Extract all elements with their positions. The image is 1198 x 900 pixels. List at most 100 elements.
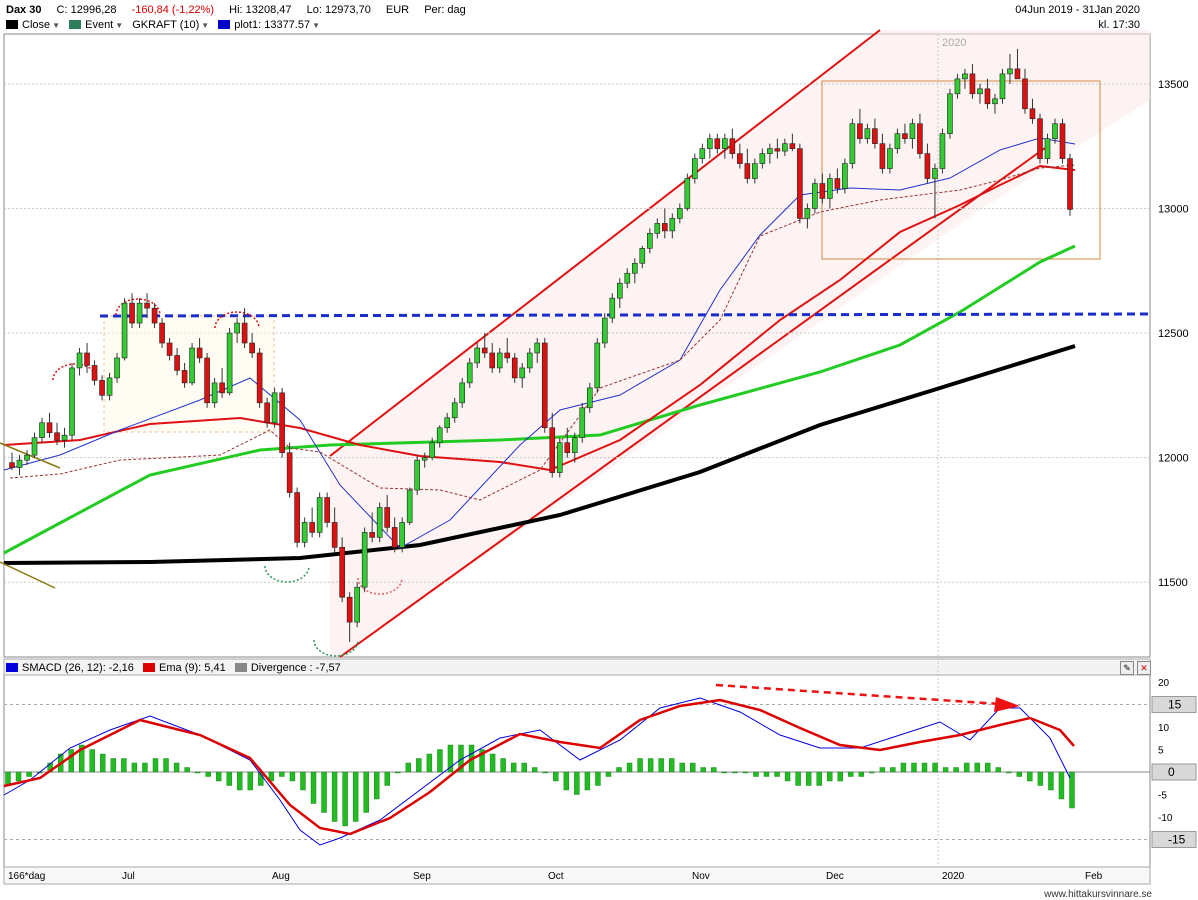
- divergence-bar: [974, 762, 980, 773]
- candle-body: [939, 133, 946, 169]
- candle-body: [684, 178, 691, 209]
- chevron-down-icon[interactable]: ▼: [52, 21, 61, 30]
- divergence-bar: [784, 771, 791, 782]
- year-label: 2020: [942, 37, 966, 49]
- candle-body: [459, 382, 466, 404]
- candle-body: [654, 223, 661, 234]
- divergence-bar: [563, 771, 570, 791]
- candle-body: [1067, 158, 1073, 210]
- macd-legend: SMACD (26, 12): -2,16 Ema (9): 5,41 Dive…: [6, 662, 341, 674]
- chevron-down-icon[interactable]: ▼: [312, 21, 321, 30]
- divergence-bar: [384, 771, 390, 786]
- divergence-bar: [553, 771, 559, 782]
- candle-body: [121, 302, 128, 359]
- divergence-bar: [489, 753, 496, 773]
- macd-level-badge: [1151, 763, 1197, 781]
- divergence-bar: [300, 771, 306, 791]
- macd-tick-label: -5: [1158, 791, 1167, 802]
- candle-body: [196, 347, 203, 359]
- candle-body: [391, 527, 398, 548]
- divergence-bar: [1016, 771, 1023, 777]
- candle-body: [954, 78, 961, 95]
- legend-smacd: SMACD (26, 12): -2,16: [6, 662, 134, 674]
- divergence-bar: [163, 758, 169, 773]
- candle-body: [46, 422, 53, 434]
- candle-body: [361, 532, 368, 588]
- candle-body: [301, 522, 308, 543]
- candle-body: [564, 442, 571, 453]
- candle-body: [384, 507, 390, 528]
- candle-body: [136, 302, 143, 324]
- time-label: kl. 17:30: [1098, 19, 1140, 31]
- candle-body: [144, 302, 150, 309]
- candle-body: [234, 322, 240, 334]
- close-icon[interactable]: ✕: [1137, 661, 1151, 675]
- candle-body: [887, 148, 893, 169]
- trendline-left-lower: [0, 561, 56, 589]
- candle-body: [594, 342, 601, 389]
- legend-close[interactable]: Close ▼: [6, 19, 66, 31]
- candle-body: [864, 128, 871, 139]
- macd-level-badge: [1151, 696, 1197, 713]
- divergence-bar: [26, 771, 32, 777]
- candle-body: [31, 437, 38, 456]
- candle-body: [541, 342, 548, 429]
- divergence-bar: [647, 758, 654, 773]
- candle-body: [256, 352, 263, 404]
- candle-body: [159, 322, 165, 344]
- candle-body: [61, 434, 68, 441]
- divergence-bar: [15, 771, 22, 782]
- candle-body: [511, 357, 518, 379]
- macd-level-badge: [1151, 831, 1197, 848]
- legend-plot1[interactable]: plot1: 13377.57 ▼: [218, 19, 326, 31]
- candle-body: [466, 362, 473, 384]
- channel-upper-line: [329, 29, 881, 457]
- candle-body: [151, 307, 158, 324]
- divergence-bar: [1069, 771, 1075, 809]
- month-label-aug: Aug: [272, 871, 290, 882]
- candle-body: [421, 457, 428, 461]
- divergence-bar: [816, 771, 822, 786]
- candle-body: [324, 497, 330, 523]
- chevron-down-icon[interactable]: ▼: [201, 21, 210, 30]
- legend-gkraft[interactable]: GKRAFT (10) ▼: [132, 19, 210, 31]
- wrench-icon[interactable]: ✎: [1120, 661, 1134, 675]
- divergence-bar: [658, 758, 664, 773]
- candle-body: [842, 163, 848, 189]
- divergence-arrow-head: [994, 697, 1020, 712]
- chevron-down-icon[interactable]: ▼: [115, 21, 124, 30]
- divergence-bar: [942, 767, 949, 773]
- divergence-bar: [374, 771, 380, 800]
- divergence-bar: [963, 762, 970, 773]
- legend-event[interactable]: Event ▼: [69, 19, 129, 31]
- month-label-oct: Oct: [548, 871, 564, 882]
- candle-body: [872, 128, 878, 144]
- currency: EUR: [385, 4, 410, 16]
- candle-body: [932, 168, 938, 179]
- divergence-bar: [247, 771, 253, 791]
- divergence-bar: [742, 771, 749, 774]
- candle-body: [827, 178, 833, 199]
- divergence-bar: [532, 767, 538, 773]
- candle-body: [189, 347, 195, 384]
- divergence-bar: [595, 771, 601, 786]
- gkraft-line: [9, 164, 1076, 501]
- divergence-bar: [395, 771, 401, 774]
- divergence-bar: [985, 762, 991, 773]
- divergence-bar: [110, 758, 117, 773]
- pattern-arc: [357, 577, 403, 595]
- candle-body: [204, 357, 210, 404]
- candle-body: [174, 355, 180, 371]
- candle-body: [586, 387, 593, 409]
- candle-body: [789, 143, 796, 149]
- candle-body: [84, 352, 90, 366]
- macd-tick-label: 0: [1168, 765, 1175, 779]
- candle-body: [857, 123, 863, 139]
- candle-body: [677, 208, 683, 219]
- candle-body: [984, 88, 991, 105]
- legend-ema: Ema (9): 5,41: [143, 662, 226, 674]
- candle-body: [346, 596, 353, 623]
- footer-url[interactable]: www.hittakursvinnare.se: [1044, 889, 1152, 900]
- channel-lower-line: [339, 147, 1046, 658]
